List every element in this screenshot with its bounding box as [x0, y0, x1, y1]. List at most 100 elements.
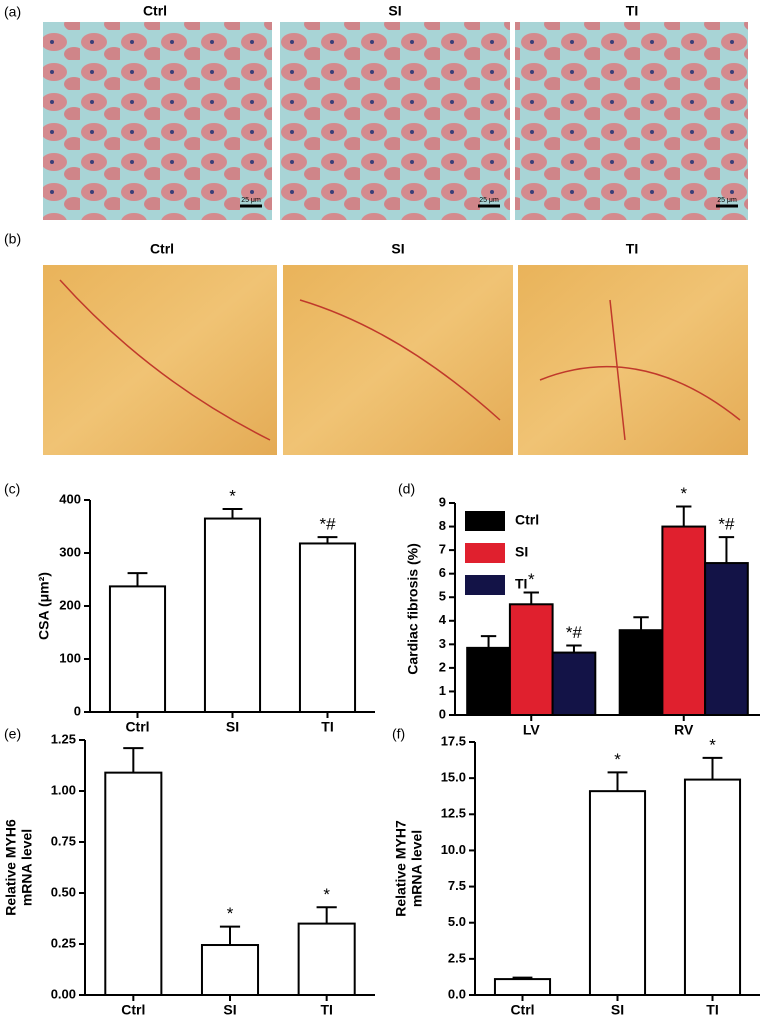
micrograph	[515, 22, 748, 220]
y-tick-label: 6	[439, 565, 446, 580]
micrograph	[43, 265, 277, 455]
y-tick-label: 1.00	[51, 782, 76, 797]
scale-bar-label: 25 μm	[479, 197, 499, 204]
bar	[493, 978, 552, 997]
panel-label: (c)	[4, 481, 20, 497]
micrograph	[518, 265, 748, 455]
y-tick-label: 0.25	[51, 935, 76, 950]
error-bar	[523, 591, 539, 605]
error-bar	[317, 536, 338, 544]
x-tick-label: Ctrl	[121, 1002, 145, 1018]
annotation: *	[528, 570, 535, 589]
panel-label: (e)	[4, 726, 21, 742]
y-tick-label: 0.0	[448, 986, 466, 1001]
legend-label: SI	[515, 544, 528, 560]
error-bar	[676, 505, 692, 527]
bar	[704, 562, 749, 716]
x-tick-label: Ctrl	[510, 1002, 534, 1018]
legend-label: TI	[515, 576, 527, 592]
error-bar	[566, 644, 582, 653]
bar	[298, 542, 357, 714]
fiber	[59, 279, 741, 441]
annotation: *	[680, 484, 687, 503]
bar	[200, 944, 260, 997]
panel-label: (f)	[392, 726, 405, 742]
x-tick-label: TI	[320, 1002, 332, 1018]
bar	[203, 517, 262, 713]
annotation: *	[323, 885, 330, 904]
annotation: *	[229, 486, 236, 505]
y-tick-label: 3	[439, 636, 446, 651]
y-tick-label: 2.5	[448, 950, 466, 965]
x-tick-label: LV	[523, 722, 541, 738]
error-bar	[512, 976, 533, 980]
annotation: *#	[566, 623, 583, 642]
legend-swatch	[465, 543, 505, 563]
y-tick-label: 17.5	[441, 733, 466, 748]
bar	[508, 603, 554, 716]
scale-bar-label: 25 μm	[241, 197, 261, 204]
y-tick-label: 0	[439, 706, 446, 721]
bar	[108, 585, 167, 714]
bar	[588, 790, 647, 997]
error-bar	[480, 635, 497, 648]
x-tick-label: SI	[611, 1002, 624, 1018]
y-axis-label: Cardiac fibrosis (%)	[405, 543, 421, 674]
annotation: *#	[319, 515, 336, 534]
y-tick-label: 1	[439, 683, 446, 698]
y-tick-label: 5	[439, 589, 446, 604]
y-tick-label: 15.0	[441, 770, 466, 785]
error-bar	[316, 906, 337, 924]
x-tick-label: SI	[226, 719, 239, 735]
y-tick-label: 10.0	[441, 842, 466, 857]
y-axis-label: Relative MYH7	[393, 820, 409, 917]
legend-label: Ctrl	[515, 512, 539, 528]
bar	[551, 651, 597, 716]
y-tick-label: 7.5	[448, 878, 466, 893]
error-bar	[633, 616, 649, 631]
image-title: TI	[626, 3, 638, 19]
x-tick-label: TI	[321, 719, 333, 735]
y-tick-label: 4	[439, 612, 447, 627]
y-tick-label: 2	[439, 659, 446, 674]
image-title: Ctrl	[150, 241, 174, 257]
y-axis-label: mRNA level	[19, 829, 35, 906]
image-title: SI	[391, 241, 404, 257]
x-tick-label: SI	[223, 1002, 236, 1018]
y-tick-label: 0	[74, 703, 81, 718]
y-tick-label: 100	[59, 650, 81, 665]
y-tick-label: 9	[439, 494, 446, 509]
annotation: *	[614, 750, 621, 769]
error-bar	[127, 572, 148, 587]
scale-bar-label: 25 μm	[717, 197, 737, 204]
y-tick-label: 0.00	[51, 986, 76, 1001]
y-tick-label: 300	[59, 544, 81, 559]
y-tick-label: 1.25	[51, 731, 76, 746]
bar	[104, 771, 163, 997]
legend-swatch	[465, 511, 505, 531]
panel-label: (b)	[4, 231, 21, 247]
image-title: Ctrl	[143, 3, 167, 19]
x-tick-label: RV	[674, 722, 694, 738]
y-tick-label: 12.5	[441, 806, 466, 821]
annotation: *	[227, 904, 234, 923]
panel-label: (d)	[398, 481, 415, 497]
error-bar	[702, 756, 723, 780]
y-tick-label: 0.75	[51, 833, 76, 848]
panel-label: (a)	[4, 4, 21, 20]
y-tick-label: 7	[439, 542, 446, 557]
y-tick-label: 8	[439, 518, 446, 533]
bar	[466, 646, 511, 716]
error-bar	[607, 771, 628, 792]
image-title: TI	[626, 241, 638, 257]
x-tick-label: TI	[706, 1002, 718, 1018]
y-tick-label: 5.0	[448, 914, 466, 929]
y-axis-label: CSA (μm²)	[36, 572, 52, 640]
y-tick-label: 0.50	[51, 884, 76, 899]
annotation: *#	[718, 515, 735, 534]
bar	[683, 778, 742, 996]
error-bar	[718, 536, 735, 564]
y-axis-label: mRNA level	[409, 830, 425, 907]
x-tick-label: Ctrl	[125, 719, 149, 735]
